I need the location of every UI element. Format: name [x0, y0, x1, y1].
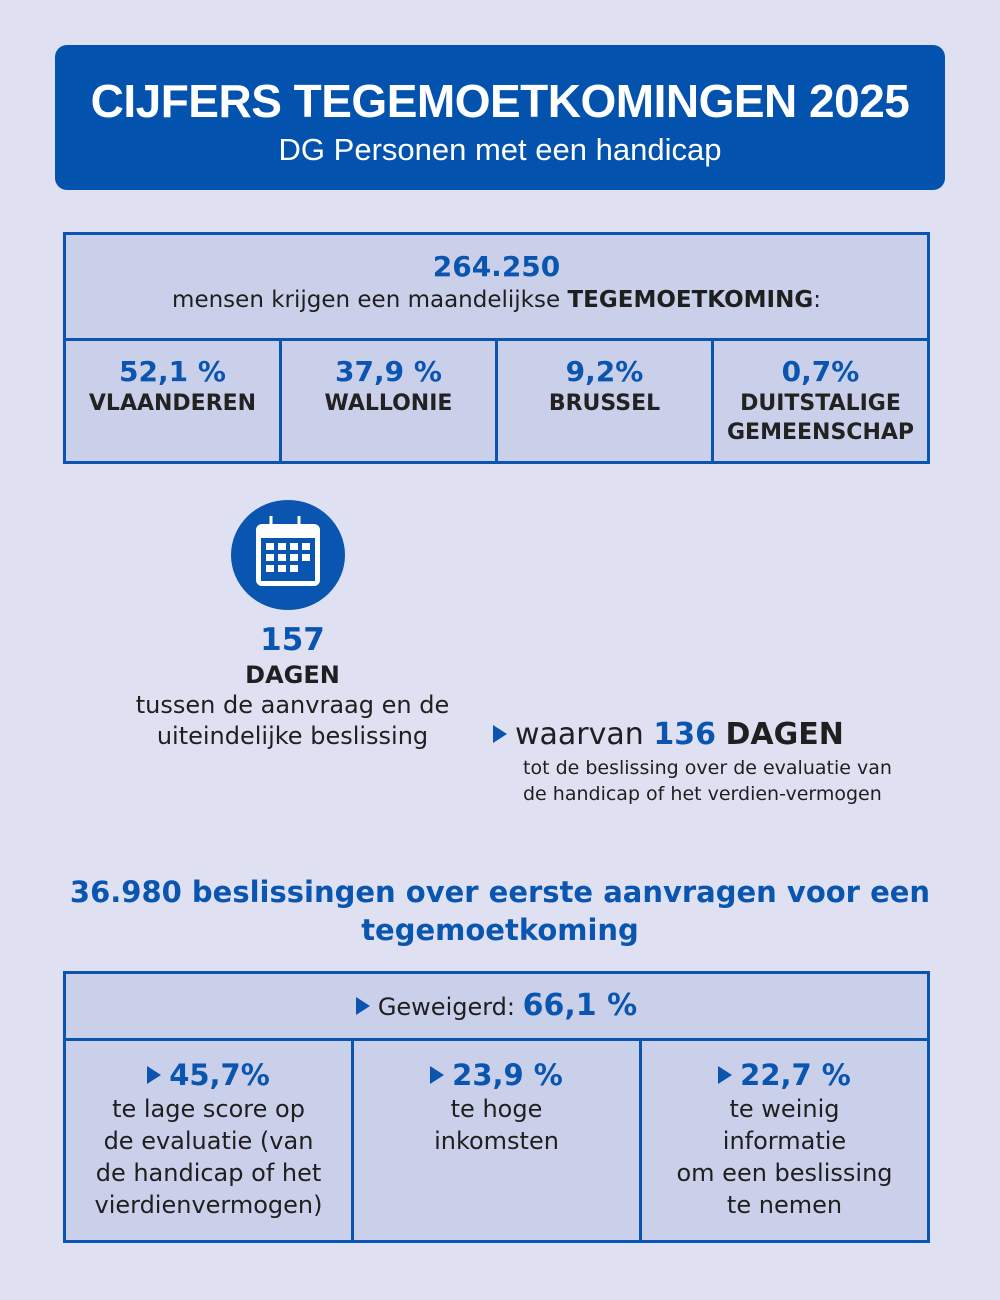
- page-subtitle: DG Personen met een handicap: [278, 132, 722, 167]
- refused-percent: 66,1 %: [522, 988, 638, 1023]
- region-brussel: 9,2% BRUSSEL: [498, 341, 714, 464]
- evaluation-prefix: waarvan: [515, 717, 644, 752]
- region-percent: 9,2%: [565, 355, 644, 388]
- region-percent: 52,1 %: [119, 355, 226, 388]
- triangle-bullet-icon: [147, 1066, 162, 1084]
- beneficiaries-summary: 264.250 mensen krijgen een maandelijkse …: [66, 235, 927, 341]
- region-wallonie: 37,9 % WALLONIE: [282, 341, 498, 464]
- reason-percent: 22,7 %: [740, 1058, 851, 1092]
- region-name: DUITSTALIGE GEMEENSCHAP: [727, 391, 914, 445]
- total-days-description: tussen de aanvraag en de uiteindelijke b…: [135, 691, 450, 750]
- region-percent: 0,7%: [781, 355, 860, 388]
- triangle-bullet-icon: [718, 1066, 733, 1084]
- decisions-title: 36.980 beslissingen over eerste aanvrage…: [69, 875, 931, 947]
- region-name: WALLONIE: [324, 391, 453, 416]
- total-duration: 157 DAGEN tussen de aanvraag en de uitei…: [100, 620, 485, 752]
- description-text: mensen krijgen een maandelijkse: [172, 287, 561, 313]
- header-banner: CIJFERS TEGEMOETKOMINGEN 2025 DG Persone…: [55, 45, 945, 190]
- reason-low-score: 45,7% te lage score op de evaluatie (van…: [66, 1041, 354, 1240]
- refusal-reasons-row: 45,7% te lage score op de evaluatie (van…: [66, 1041, 927, 1240]
- refused-label: Geweigerd:: [377, 993, 516, 1021]
- beneficiaries-total: 264.250: [432, 250, 561, 283]
- reason-percent: 23,9 %: [452, 1058, 563, 1092]
- evaluation-duration: waarvan 136 DAGEN tot de beslissing over…: [493, 715, 913, 807]
- region-vlaanderen: 52,1 % VLAANDEREN: [66, 341, 282, 464]
- reason-description: te weinig informatie om een beslissing t…: [676, 1095, 893, 1219]
- reason-description: te hoge inkomsten: [434, 1095, 559, 1155]
- region-name: VLAANDEREN: [88, 391, 257, 416]
- region-percent: 37,9 %: [335, 355, 442, 388]
- triangle-bullet-icon: [430, 1066, 445, 1084]
- calendar-icon: [231, 500, 345, 610]
- evaluation-description: tot de beslissing over de evaluatie van …: [523, 757, 892, 805]
- region-name: BRUSSEL: [548, 391, 661, 416]
- beneficiaries-description: mensen krijgen een maandelijkse TEGEMOET…: [66, 284, 927, 316]
- total-days-unit: DAGEN: [245, 661, 340, 689]
- evaluation-days-unit: DAGEN: [725, 717, 844, 752]
- reason-insufficient-info: 22,7 % te weinig informatie om een besli…: [642, 1041, 927, 1240]
- beneficiaries-panel: 264.250 mensen krijgen een maandelijkse …: [63, 232, 930, 464]
- triangle-bullet-icon: [355, 997, 370, 1015]
- refusals-panel: Geweigerd: 66,1 % 45,7% te lage score op…: [63, 971, 930, 1243]
- evaluation-days-value: 136: [653, 717, 716, 752]
- reason-high-income: 23,9 % te hoge inkomsten: [354, 1041, 642, 1240]
- page-title: CIJFERS TEGEMOETKOMINGEN 2025: [90, 75, 910, 127]
- reason-percent: 45,7%: [169, 1058, 270, 1092]
- reason-description: te lage score op de evaluatie (van de ha…: [94, 1095, 323, 1219]
- total-days-value: 157: [260, 622, 325, 658]
- refused-summary: Geweigerd: 66,1 %: [66, 974, 927, 1041]
- regions-row: 52,1 % VLAANDEREN 37,9 % WALLONIE 9,2% B…: [66, 341, 927, 464]
- evaluation-days-line: waarvan 136 DAGEN: [493, 715, 913, 755]
- description-bold: TEGEMOETKOMING: [567, 287, 814, 313]
- region-duitstalige-gemeenschap: 0,7% DUITSTALIGE GEMEENSCHAP: [714, 341, 927, 464]
- description-suffix: :: [813, 287, 821, 313]
- triangle-bullet-icon: [493, 724, 507, 743]
